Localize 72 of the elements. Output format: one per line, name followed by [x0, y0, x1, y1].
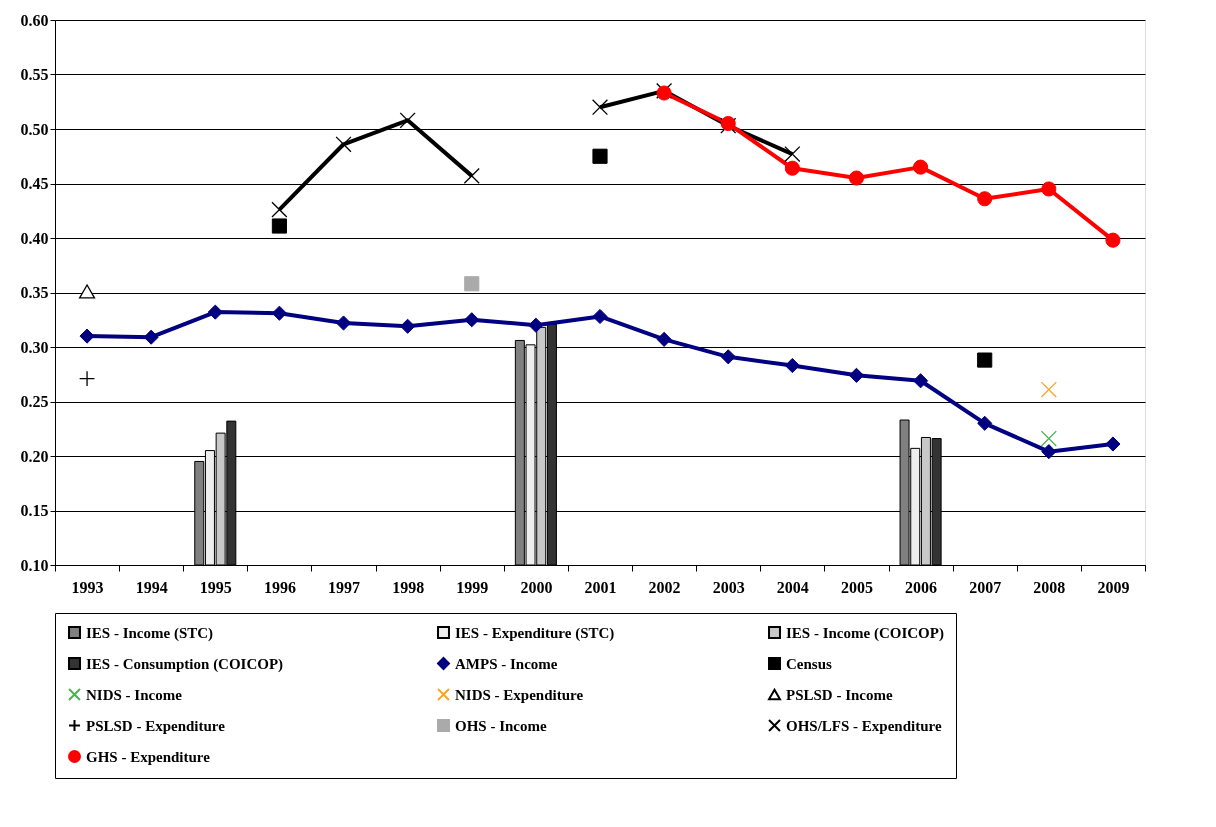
- y-tick-label: 0.50: [20, 120, 49, 138]
- x-tick-label: 1999: [456, 578, 489, 596]
- point: [784, 160, 800, 176]
- point: [207, 304, 223, 320]
- x-tick-label: 1994: [135, 578, 168, 596]
- legend-label: IES - Consumption (COICOP): [86, 655, 284, 673]
- y-tick-label: 0.10: [20, 556, 49, 574]
- legend-label: NIDS - Expenditure: [455, 686, 584, 703]
- point: [784, 357, 800, 374]
- x-tick-label: 2002: [648, 578, 681, 596]
- y-tick-label: 0.30: [20, 338, 49, 356]
- legend-label: NIDS - Income: [86, 686, 183, 703]
- y-tick-label: 0.55: [20, 66, 49, 83]
- x-tick-label: 1993: [71, 578, 104, 596]
- point: [78, 284, 96, 299]
- point: [656, 331, 672, 347]
- point: [913, 373, 929, 389]
- point: [913, 159, 929, 175]
- x-tick-label: 2003: [712, 578, 745, 596]
- point: [400, 318, 416, 334]
- x-tick-label: 2001: [584, 578, 617, 596]
- point: [335, 315, 352, 331]
- y-tick-label: 0.20: [20, 447, 49, 465]
- point: [464, 276, 480, 292]
- point: [1040, 381, 1057, 398]
- point: [79, 328, 95, 344]
- point: [464, 312, 480, 328]
- x-tick-label: 2000: [520, 578, 553, 596]
- legend-label: IES - Income (COICOP): [786, 624, 944, 642]
- point: [1105, 232, 1121, 248]
- legend-label: OHS/LFS - Expenditure: [786, 717, 942, 734]
- y-tick-label: 0.15: [20, 502, 49, 519]
- point: [271, 305, 287, 321]
- point: [592, 308, 608, 325]
- point: [977, 352, 993, 368]
- point: [848, 367, 865, 383]
- x-tick-label: 2007: [969, 578, 1002, 596]
- point: [977, 415, 993, 431]
- x-tick-label: 2009: [1097, 578, 1130, 596]
- x-tick-label: 2004: [776, 578, 809, 596]
- point: [1040, 430, 1057, 447]
- point: [78, 370, 96, 387]
- legend-label: OHS - Income: [455, 717, 547, 734]
- x-tick-label: 1998: [392, 578, 425, 596]
- legend-label: Census: [786, 655, 833, 672]
- point: [1105, 436, 1121, 452]
- point: [1041, 444, 1057, 460]
- legend-label: PSLSD - Income: [786, 686, 894, 703]
- point: [592, 148, 608, 164]
- legend-label: GHS - Expenditure: [86, 748, 211, 765]
- point: [528, 317, 544, 333]
- legend-label: AMPS - Income: [455, 655, 558, 672]
- legend-label: IES - Income (STC): [86, 624, 214, 642]
- y-tick-label: 0.60: [20, 11, 49, 29]
- point: [143, 329, 159, 345]
- point: [271, 218, 287, 234]
- y-tick-label: 0.45: [20, 175, 49, 192]
- x-tick-label: 2005: [840, 578, 873, 596]
- x-tick-label: 1995: [199, 578, 232, 596]
- point: [1041, 181, 1057, 197]
- x-tick-label: 1997: [328, 578, 361, 596]
- y-tick-label: 0.35: [20, 284, 49, 301]
- point: [977, 191, 993, 207]
- point: [720, 349, 736, 365]
- x-tick-label: 1996: [263, 578, 296, 596]
- legend-label: PSLSD - Expenditure: [86, 717, 226, 734]
- x-tick-label: 2006: [905, 578, 938, 596]
- y-tick-label: 0.25: [20, 393, 49, 410]
- point: [848, 170, 865, 186]
- y-tick-label: 0.40: [20, 229, 49, 247]
- x-tick-label: 2008: [1033, 578, 1066, 596]
- legend-label: IES - Expenditure (STC): [455, 624, 615, 642]
